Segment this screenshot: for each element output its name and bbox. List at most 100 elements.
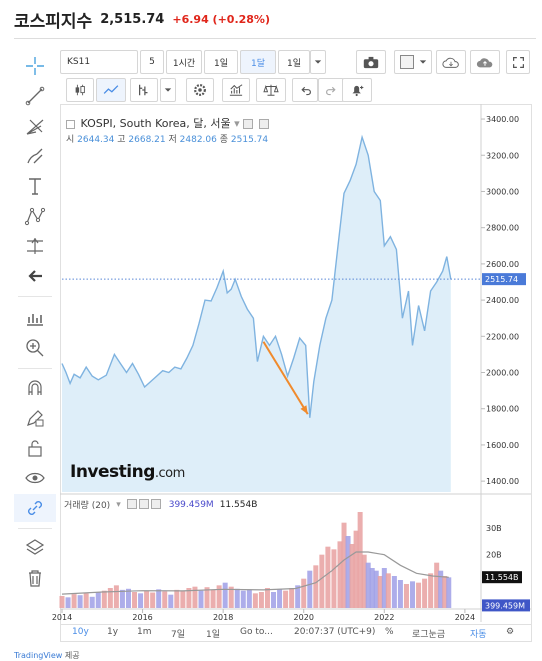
volume-bar [301, 578, 307, 608]
sidebar-divider [18, 368, 52, 369]
y-tick-label: 1400.00 [486, 477, 519, 486]
range-dropdown[interactable] [310, 50, 326, 74]
alert-button[interactable] [342, 78, 372, 102]
range-button-1d-alt[interactable]: 1일 [278, 50, 310, 74]
close-icon[interactable] [150, 499, 161, 510]
volume-bar [295, 585, 301, 608]
volume-bar [89, 596, 95, 608]
lock-icon[interactable] [14, 434, 56, 462]
goto-button[interactable]: Go to... [240, 627, 273, 637]
y-tick-label: 1800.00 [486, 405, 519, 414]
cloud-download-icon [442, 57, 459, 68]
crosshair-icon[interactable] [14, 52, 56, 80]
volume-bar [113, 585, 119, 608]
chart-container[interactable] [60, 104, 532, 642]
eye-icon[interactable] [126, 499, 137, 510]
fullscreen-button[interactable] [506, 50, 530, 74]
y-tick-label: 1600.00 [486, 441, 519, 450]
period-10y[interactable]: 10y [72, 627, 89, 637]
sidebar-divider [18, 296, 52, 297]
range-button-1m[interactable]: 1달 [240, 50, 276, 74]
investing-logo: Investing.com [70, 462, 185, 482]
x-tick-label: 2016 [132, 613, 152, 622]
compare-button[interactable] [130, 78, 158, 102]
cloud-upload-icon [476, 57, 493, 67]
period-1d[interactable]: 1일 [206, 630, 221, 640]
interval-input[interactable]: 5 [140, 50, 164, 74]
area-style-button[interactable] [96, 78, 126, 102]
snapshot-button[interactable] [356, 50, 386, 74]
scales-button[interactable] [256, 78, 286, 102]
settings-icon[interactable] [138, 499, 149, 510]
volume-bar [234, 588, 240, 608]
fib-fan-icon[interactable] [14, 112, 56, 140]
volume-ma-badge [482, 599, 530, 612]
collapse-icon[interactable] [66, 119, 75, 129]
range-button-1h[interactable]: 1시간 [166, 50, 202, 74]
volume-bar [373, 570, 379, 608]
indicators-button[interactable] [222, 78, 250, 102]
y-tick-label: 3400.00 [486, 115, 519, 124]
cloud-load-button[interactable] [436, 50, 466, 74]
period-1m[interactable]: 1m [137, 627, 152, 637]
tradingview-link[interactable]: TradingView [14, 651, 63, 660]
volume-bar [325, 546, 331, 608]
volume-bar [156, 589, 162, 608]
period-1y[interactable]: 1y [107, 627, 119, 637]
legend-title: KOSPI, South Korea, 달, 서울 [80, 117, 231, 130]
measure-icon[interactable] [14, 232, 56, 260]
volume-last-badge [482, 571, 522, 584]
x-tick-label: 2022 [374, 613, 394, 622]
pencil-lock-icon[interactable] [14, 404, 56, 432]
chevron-down-icon[interactable]: ▾ [116, 499, 121, 510]
gear-icon[interactable]: ⚙ [506, 627, 515, 637]
eye-icon[interactable] [14, 464, 56, 492]
log-scale-toggle[interactable]: 로그눈금 [412, 630, 446, 640]
pattern-icon[interactable] [14, 202, 56, 230]
chart-type-dropdown[interactable] [160, 78, 176, 102]
header-divider [14, 38, 536, 39]
volume-bar [264, 588, 270, 608]
volume-bar [252, 593, 258, 608]
percent-toggle[interactable]: % [385, 627, 394, 637]
volume-bar [337, 541, 343, 608]
text-tool-icon[interactable] [14, 172, 56, 200]
volume-bar [361, 554, 367, 608]
top-toolbar: KS11 5 1시간 1일 1달 1일 [60, 50, 532, 74]
volume-bar [353, 530, 359, 608]
link-icon[interactable] [14, 494, 56, 522]
trash-icon[interactable] [14, 564, 56, 592]
cloud-save-button[interactable] [470, 50, 500, 74]
candle-style-button[interactable] [66, 78, 94, 102]
settings-button[interactable] [186, 78, 214, 102]
auto-scale-toggle[interactable]: 자동 [470, 630, 487, 640]
color-picker-button[interactable] [394, 50, 432, 74]
back-arrow-icon[interactable] [14, 262, 56, 290]
zoom-in-icon[interactable] [14, 334, 56, 362]
volume-ma-value: 399.459M [168, 499, 214, 510]
volume-bar [428, 573, 434, 608]
color-swatch [399, 55, 414, 69]
sidebar-divider [18, 528, 52, 529]
volume-bar [107, 588, 113, 608]
volume-bar [180, 590, 186, 608]
indicator-icon[interactable] [14, 304, 56, 332]
symbol-input[interactable]: KS11 [60, 50, 138, 74]
magnet-icon[interactable] [14, 374, 56, 402]
layers-icon[interactable] [14, 534, 56, 562]
volume-bar [357, 512, 363, 608]
volume-bar [162, 591, 168, 608]
chevron-down-icon[interactable]: ▾ [234, 117, 240, 130]
brush-icon[interactable] [14, 142, 56, 170]
bell-plus-icon [352, 85, 363, 97]
period-7d[interactable]: 7일 [171, 630, 186, 640]
undo-button[interactable] [292, 78, 318, 102]
range-button-1d[interactable]: 1일 [204, 50, 238, 74]
trend-line-icon[interactable] [14, 82, 56, 110]
close-icon[interactable] [258, 119, 269, 129]
volume-bar [446, 577, 452, 608]
volume-bar [289, 588, 295, 608]
settings-icon[interactable] [243, 119, 254, 129]
volume-bar [174, 589, 180, 608]
